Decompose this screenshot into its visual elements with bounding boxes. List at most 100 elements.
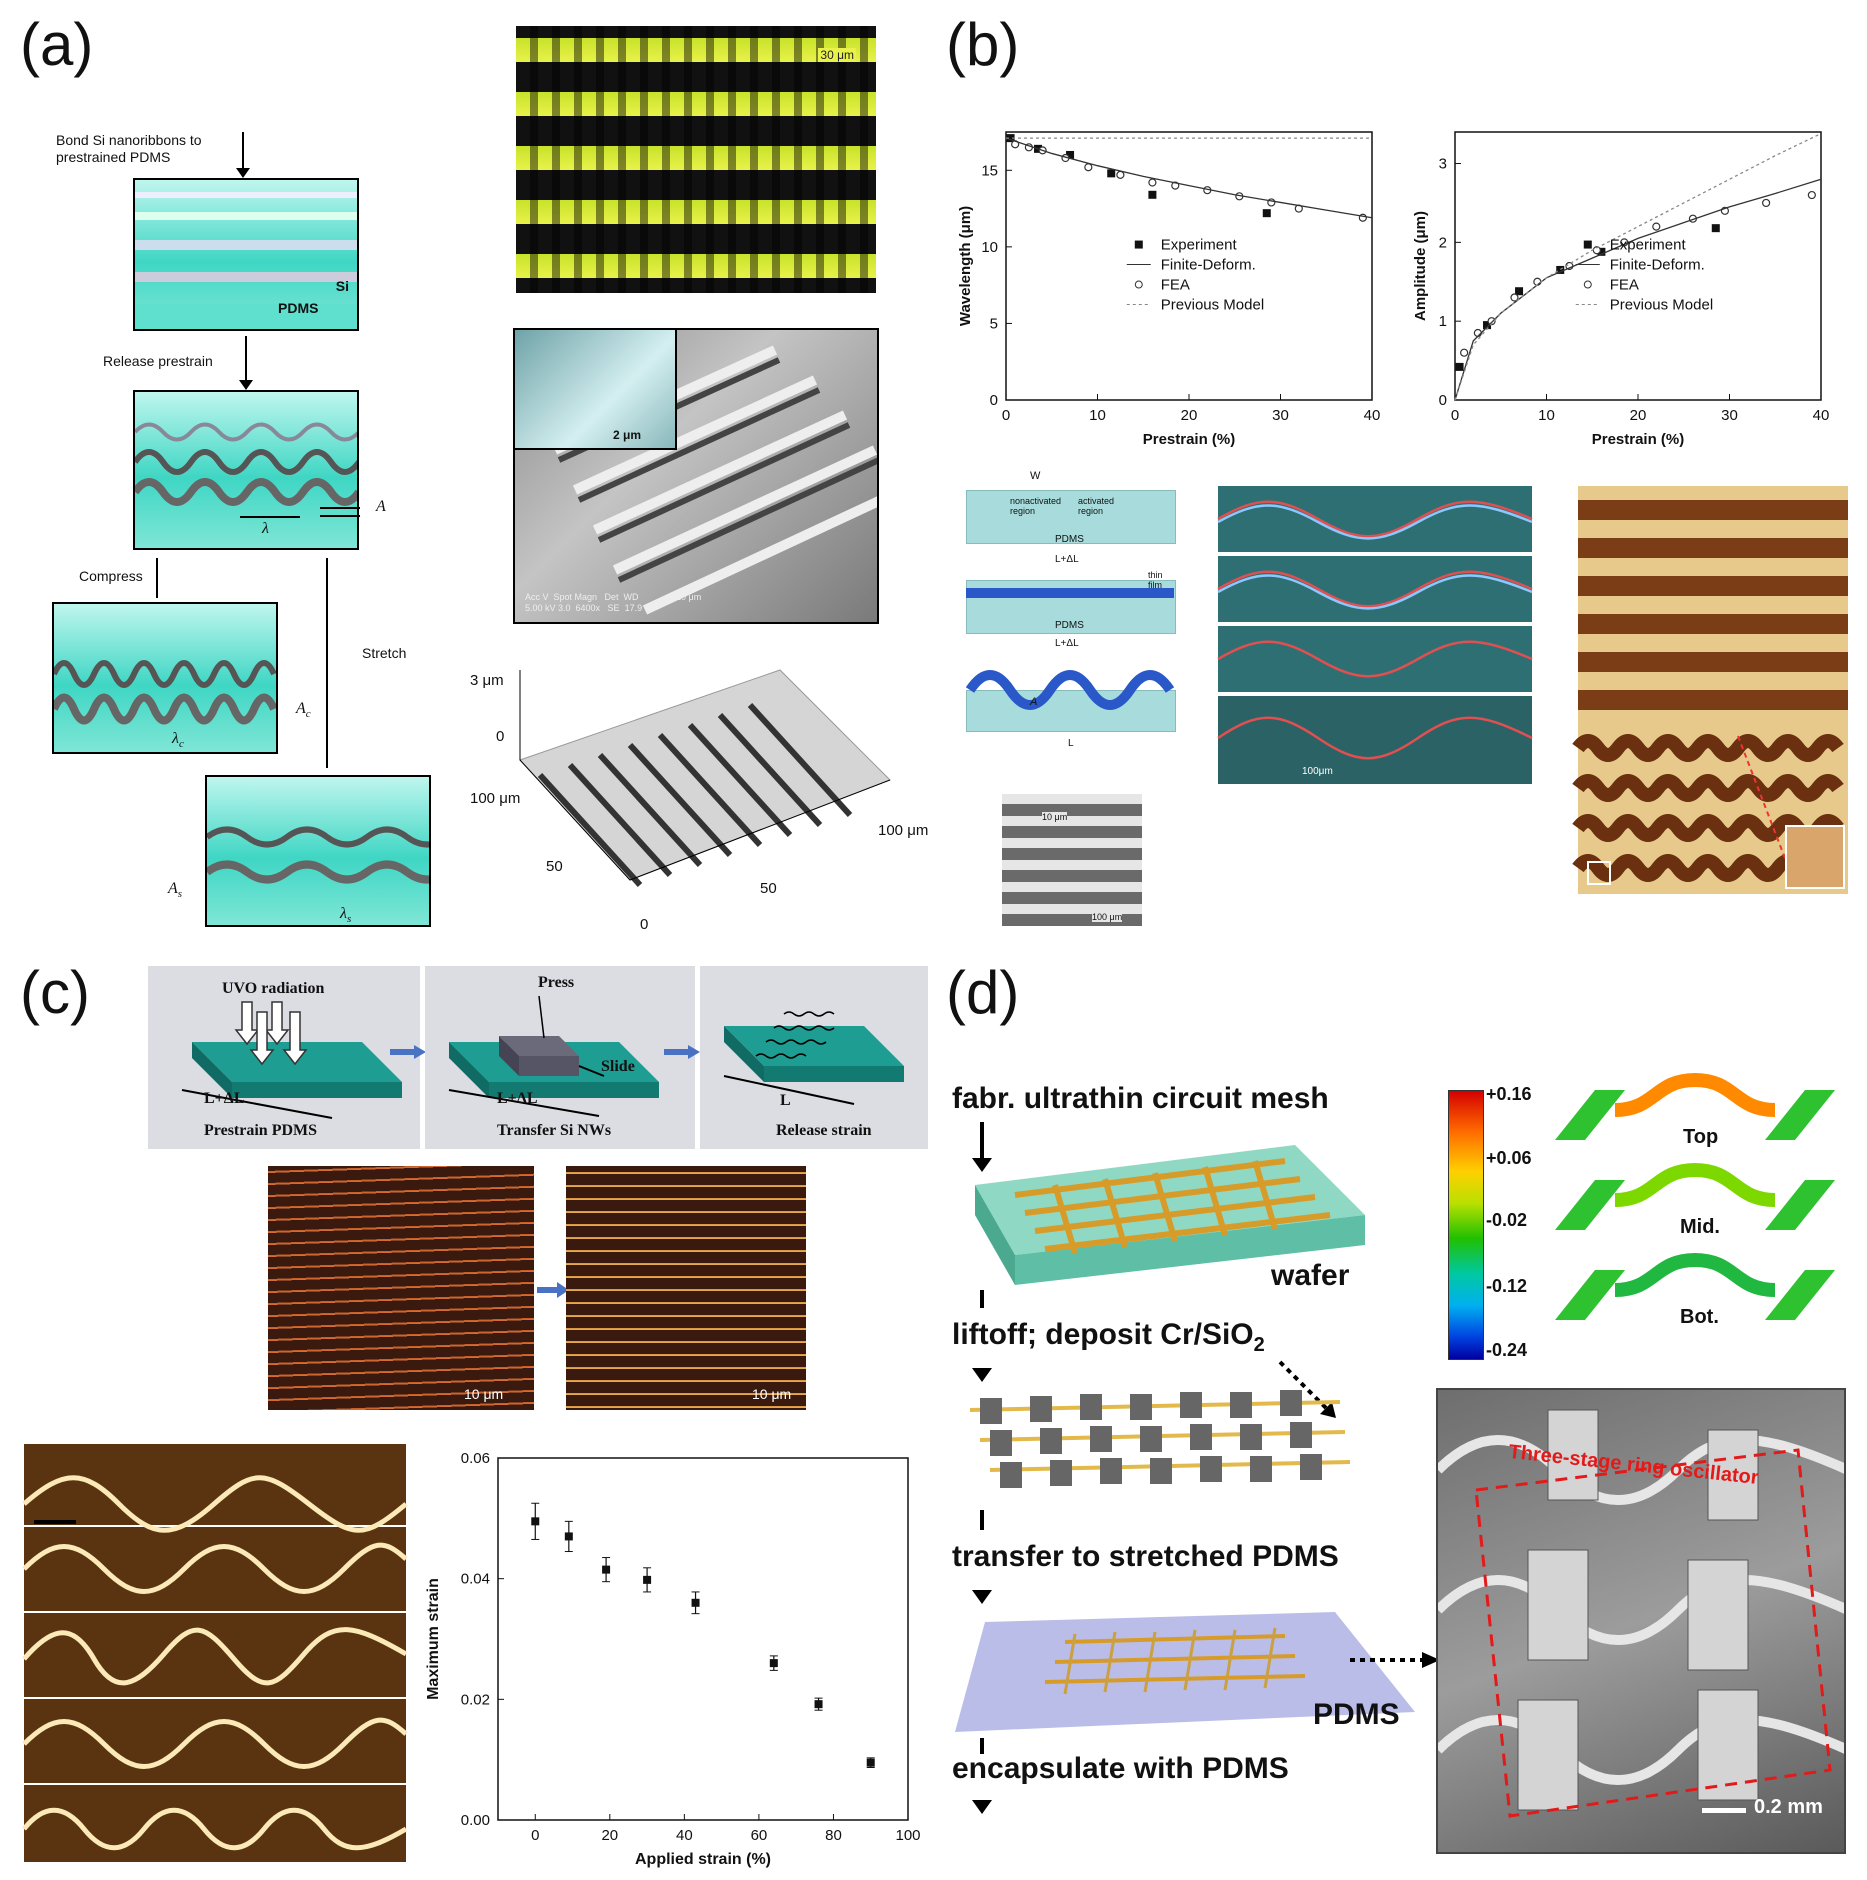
arrow-down-1 — [242, 132, 244, 174]
x-tick-label: 40 — [1813, 407, 1830, 424]
colorbar-tick-3: -0.02 — [1486, 1210, 1528, 1230]
nanowire-micrograph-1: 10 μm — [268, 1166, 534, 1410]
y-tick-label: 0.04 — [461, 1571, 490, 1588]
length-label-3: L — [1068, 738, 1074, 749]
x-tick-label: 40 — [1364, 407, 1381, 424]
wafer-mesh-image: wafer — [955, 1125, 1385, 1292]
y-tick-label: 0 — [990, 392, 998, 409]
amplitude-chart: 0 10 20 30 40 0 1 2 3 Prestrain (%) Amplitude (μm)… — [1412, 131, 1830, 448]
data-point — [1066, 150, 1075, 159]
colorbar-tick-1: +0.16 — [1486, 1084, 1532, 1104]
slide-label: Slide — [601, 1058, 635, 1075]
legend-entry: Previous Model — [1610, 297, 1713, 314]
dotted-pointer-2 — [1350, 1652, 1440, 1668]
si-label: Si — [335, 278, 349, 294]
y-tick-label: 2 — [1439, 234, 1447, 251]
series-line — [1005, 137, 1373, 219]
d-arrow-1 — [980, 1122, 984, 1162]
ac-symbol: Ac — [296, 700, 311, 721]
data-point — [866, 1758, 875, 1767]
ring-oscillator-sem: Three-stage ring oscillator 0.2 mm — [1436, 1388, 1846, 1854]
sem-footer: Acc V Spot Magn Det WD 10 μm 5.00 kV 3.0… — [525, 592, 702, 613]
data-point — [1006, 134, 1015, 143]
scale-label-2: 10 μm — [752, 1386, 792, 1402]
pdms-label-2: PDMS — [1055, 620, 1084, 631]
wavy-sem-image: 10 μm 100 μm — [1002, 794, 1142, 926]
data-point — [1597, 247, 1606, 256]
data-point — [1556, 265, 1565, 274]
data-point — [1460, 348, 1469, 357]
x-tick-label: 20 — [1181, 407, 1198, 424]
y-tick-label: 0.00 — [461, 1812, 490, 1829]
s3-length-label: L — [780, 1092, 791, 1109]
data-point — [1652, 222, 1661, 231]
y-axis-label: Amplitude (μm) — [1412, 211, 1429, 321]
wave-scale-label: 100μm — [1302, 766, 1333, 777]
data-point — [691, 1598, 700, 1607]
x-tick-label: 10 — [1089, 407, 1106, 424]
press-label: Press — [538, 974, 575, 991]
data-point — [1084, 163, 1093, 172]
fabrication-schematic: W nonactivated region activated region P… — [960, 470, 1180, 930]
thin-film-label: thin film — [1148, 570, 1163, 590]
lc-symbol: λc — [172, 730, 184, 751]
arrow-head-1 — [236, 168, 250, 178]
nonactivated-label: nonactivated region — [1010, 496, 1062, 516]
legend-entry: Previous Model — [1161, 297, 1264, 314]
x-tick-label: 60 — [751, 1827, 768, 1844]
x-tick-label: 30 — [1721, 407, 1738, 424]
s3-caption: Release strain — [776, 1122, 872, 1139]
series-line — [1454, 132, 1822, 401]
step-encapsulate: encapsulate with PDMS — [952, 1752, 1289, 1785]
stretch-label: Stretch — [362, 645, 407, 661]
x-axis-label: Applied strain (%) — [635, 1851, 771, 1868]
afm-zero: 0 — [640, 916, 649, 933]
d-dash-3 — [980, 1738, 984, 1754]
length-label-1: L+ΔL — [1055, 554, 1079, 565]
data-point — [643, 1575, 652, 1584]
y-tick-label: 5 — [990, 315, 998, 332]
y-axis-label: Maximum strain — [425, 1578, 442, 1700]
stretch-arrow — [326, 558, 328, 768]
data-point — [531, 1517, 540, 1526]
d-arrow-head-1 — [972, 1158, 992, 1172]
prestrain-step: UVO radiation L+ΔL Prestrain PDMS — [148, 966, 420, 1149]
brown-wave-micrographs — [1572, 486, 1848, 894]
afm-3d-plot: 3 μm 0 100 μm 50 0 50 100 μm — [470, 660, 940, 940]
x-tick-label: 80 — [825, 1827, 842, 1844]
max-strain-chart: 0 20 40 60 80 100 0.00 0.02 0.04 0.06 Applied stra… — [425, 1450, 921, 1868]
data-point — [1148, 178, 1157, 187]
step-transfer: transfer to stretched PDMS — [952, 1540, 1339, 1573]
wavy-sem-scale-1: 10 μm — [1042, 812, 1068, 822]
x-tick-label: 0 — [1002, 407, 1010, 424]
legend-entry: Experiment — [1610, 237, 1687, 254]
data-point — [602, 1565, 611, 1574]
legend-marker — [1583, 240, 1592, 249]
wavelength-marker — [240, 516, 300, 518]
y-tick-label: 0 — [1439, 392, 1447, 409]
sem-inset: 2 μm — [515, 330, 677, 450]
data-point — [1148, 190, 1157, 199]
arrow-head-2 — [239, 380, 253, 390]
y-tick-label: 10 — [981, 239, 998, 256]
y-tick-label: 3 — [1439, 156, 1447, 173]
afm-z-top: 3 μm — [470, 672, 504, 689]
w-label: W — [1030, 470, 1041, 482]
afm-z-zero: 0 — [496, 728, 505, 745]
afm-wave-stack — [22, 1444, 408, 1862]
afm-x2: 50 — [760, 880, 777, 897]
pdms-mesh-image: PDMS — [955, 1602, 1415, 1732]
compress-label: Compress — [79, 568, 143, 584]
release-step-label: Release prestrain — [103, 353, 213, 369]
activated-label: activated region — [1078, 496, 1115, 516]
afm-x-end: 100 μm — [878, 822, 929, 839]
data-point — [769, 1659, 778, 1668]
sem-image: 2 μm Acc V Spot Magn Det WD 10 μm 5.00 k… — [513, 328, 879, 624]
liftoff-mesh-image — [960, 1390, 1351, 1510]
layer-top-label: Top — [1683, 1126, 1719, 1148]
series-line — [1454, 178, 1822, 401]
transfer-step: Press Slide L+ΔL Transfer Si NWs — [425, 966, 695, 1149]
wavy-ribbons-image — [133, 390, 359, 550]
data-point — [564, 1532, 573, 1541]
x-tick-label: 100 — [895, 1827, 920, 1844]
